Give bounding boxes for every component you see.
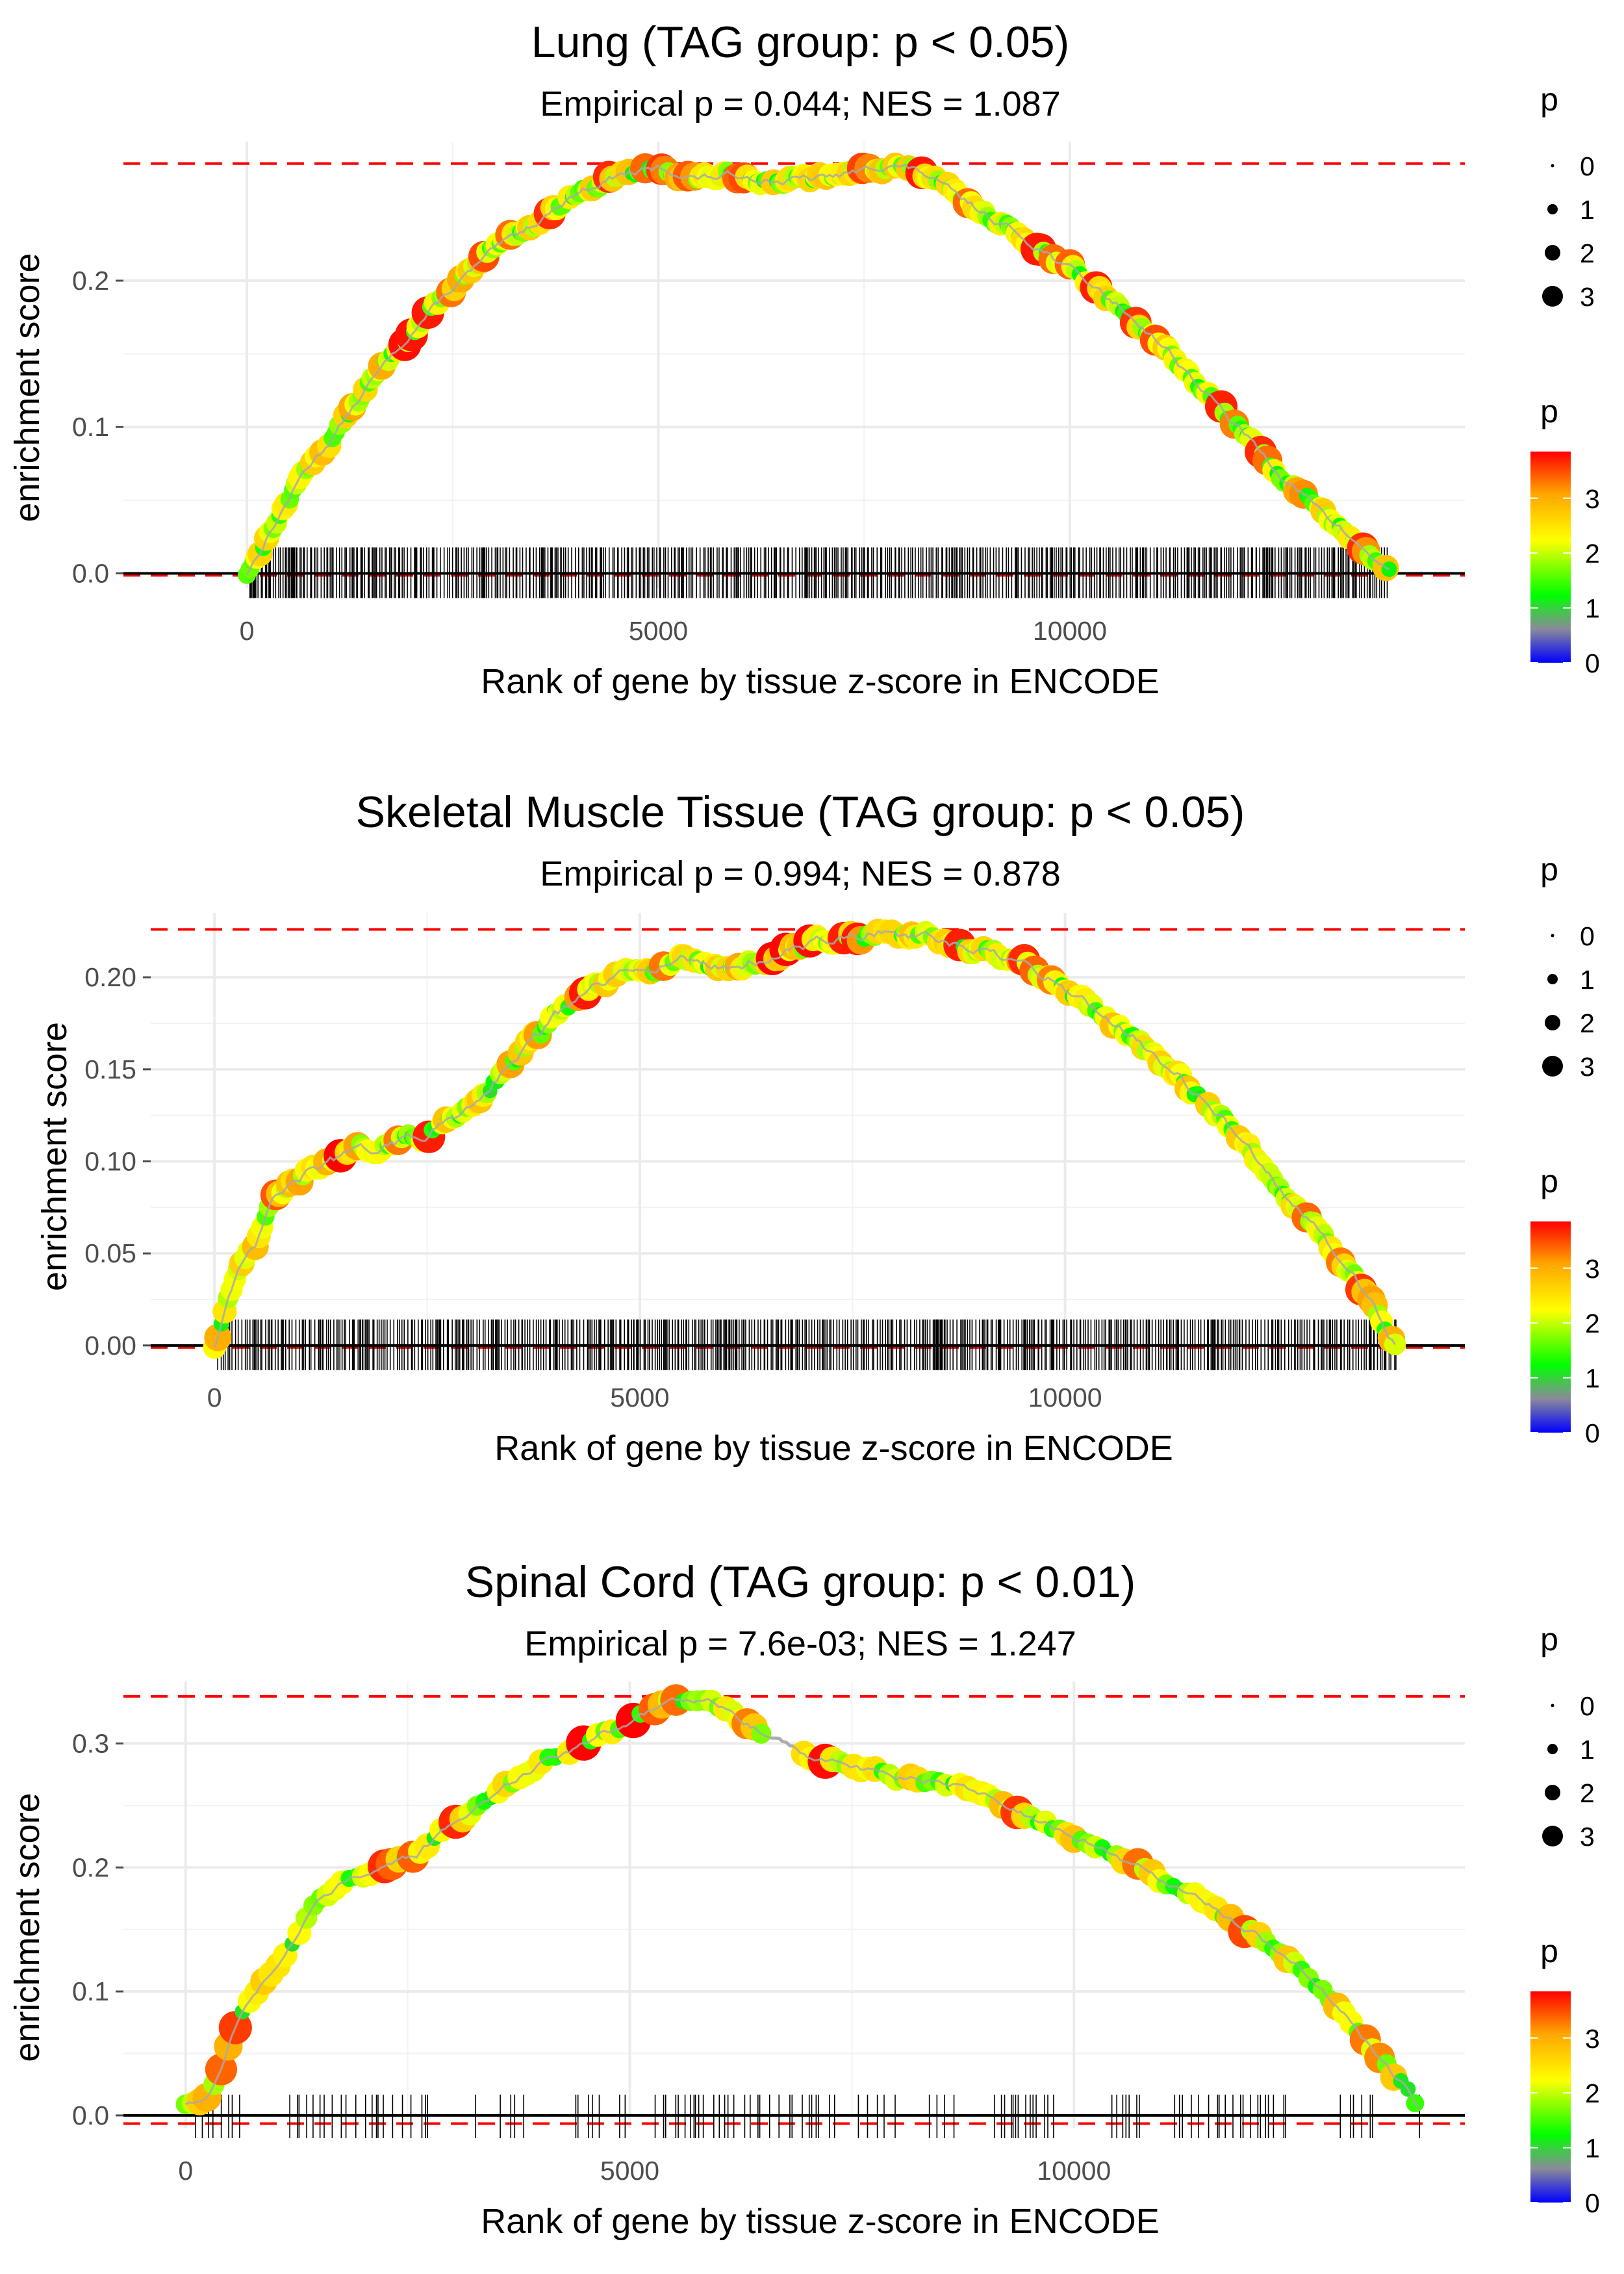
x-axis-title: Rank of gene by tissue z-score in ENCODE [481,2202,1159,2241]
color-legend-label: 3 [1585,484,1600,514]
color-legend-label: 2 [1585,539,1600,568]
size-legend-label: 0 [1580,151,1595,181]
size-legend-title: p [1540,1621,1558,1657]
size-legend-key [1551,1704,1554,1707]
size-legend-key [1545,1015,1560,1030]
color-legend-label: 1 [1585,2134,1600,2164]
x-tick-label: 0 [178,2156,193,2186]
enrichment-curve [245,162,1390,576]
x-tick-label: 10000 [1028,1383,1102,1412]
size-legend-key [1547,204,1558,214]
y-tick-label: 0.1 [72,1976,109,2006]
size-legend-label: 2 [1580,1008,1595,1038]
chart-title: Lung (TAG group: p < 0.05) [531,18,1069,67]
chart-subtitle: Empirical p = 7.6e-03; NES = 1.247 [524,1624,1076,1663]
y-tick-label: 0.0 [72,2101,109,2130]
x-tick-label: 5000 [610,1383,669,1412]
color-legend-bar [1530,452,1571,663]
size-legend-key [1542,286,1563,307]
chart-subtitle: Empirical p = 0.044; NES = 1.087 [540,84,1060,123]
y-axis-title: enrichment score [35,1022,74,1291]
size-legend-label: 3 [1580,282,1595,312]
size-legend-key [1545,245,1560,261]
color-legend-title: p [1540,1933,1558,1969]
color-legend-title: p [1540,393,1558,429]
size-legend-title: p [1540,851,1558,888]
y-tick-label: 0.3 [72,1728,109,1758]
color-legend-label: 1 [1585,1364,1600,1394]
y-tick-label: 0.1 [72,412,109,442]
color-legend-label: 2 [1585,2078,1600,2108]
size-legend-title: p [1540,81,1558,118]
x-axis-title: Rank of gene by tissue z-score in ENCODE [494,1429,1173,1468]
y-tick-label: 0.00 [84,1331,136,1361]
y-tick-label: 0.2 [72,1852,109,1882]
x-axis-title: Rank of gene by tissue z-score in ENCODE [481,662,1159,701]
y-tick-label: 0.20 [84,962,136,992]
chart-panel-1: Lung (TAG group: p < 0.05) Empirical p = … [8,18,1600,701]
size-legend-key [1551,164,1554,168]
enrichment-points [175,1684,1425,2115]
x-tick-label: 0 [240,616,255,646]
chart-panel-2: Skeletal Muscle Tissue (TAG group: p < 0… [35,787,1600,1468]
enrichment-curve-overlay [184,1697,1420,2110]
enrichment-points [238,152,1399,584]
color-legend-label: 0 [1585,1418,1600,1448]
x-tick-label: 10000 [1033,616,1107,646]
y-axis-title: enrichment score [8,253,47,522]
color-legend-label: 3 [1585,2024,1600,2054]
x-tick-label: 5000 [629,616,688,646]
size-legend-key [1551,934,1554,938]
size-legend-key [1542,1056,1563,1077]
color-legend-label: 0 [1585,2188,1600,2218]
size-legend-label: 1 [1580,965,1595,995]
size-legend-label: 0 [1580,1691,1595,1721]
size-legend-key [1542,1826,1563,1846]
size-legend-key [1547,1744,1558,1754]
size-legend-label: 3 [1580,1052,1595,1082]
color-legend-label: 1 [1585,594,1600,624]
color-legend-bar [1530,1991,1571,2203]
chart-panel-3: Spinal Cord (TAG group: p < 0.01) Empiric… [8,1557,1600,2241]
color-legend-label: 2 [1585,1309,1600,1338]
y-tick-label: 0.2 [72,266,109,296]
enrichment-points [203,919,1406,1359]
y-tick-label: 0.0 [72,558,109,588]
color-legend-label: 3 [1585,1254,1600,1284]
size-legend-label: 2 [1580,1778,1595,1808]
size-legend-label: 2 [1580,238,1595,268]
chart-title: Skeletal Muscle Tissue (TAG group: p < 0… [356,787,1245,837]
color-legend-title: p [1540,1163,1558,1199]
size-legend-label: 0 [1580,921,1595,951]
x-tick-label: 10000 [1037,2156,1111,2186]
y-tick-label: 0.10 [84,1147,136,1177]
size-legend-label: 1 [1580,1735,1595,1765]
y-tick-label: 0.15 [84,1054,136,1084]
size-legend-label: 1 [1580,195,1595,225]
color-legend-bar [1530,1221,1571,1433]
y-tick-label: 0.05 [84,1238,136,1268]
gene-rug [195,2094,1421,2138]
y-axis-title: enrichment score [8,1793,47,2062]
x-tick-label: 5000 [600,2156,659,2186]
size-legend-key [1547,974,1558,984]
enrichment-curve-overlay [246,164,1389,576]
x-tick-label: 0 [207,1383,222,1412]
color-legend-label: 0 [1585,648,1600,678]
size-legend-label: 3 [1580,1822,1595,1852]
chart-title: Spinal Cord (TAG group: p < 0.01) [465,1557,1136,1607]
size-legend-key [1545,1785,1560,1800]
chart-subtitle: Empirical p = 0.994; NES = 0.878 [540,854,1060,893]
enrichment-curve-overlay [213,930,1396,1348]
